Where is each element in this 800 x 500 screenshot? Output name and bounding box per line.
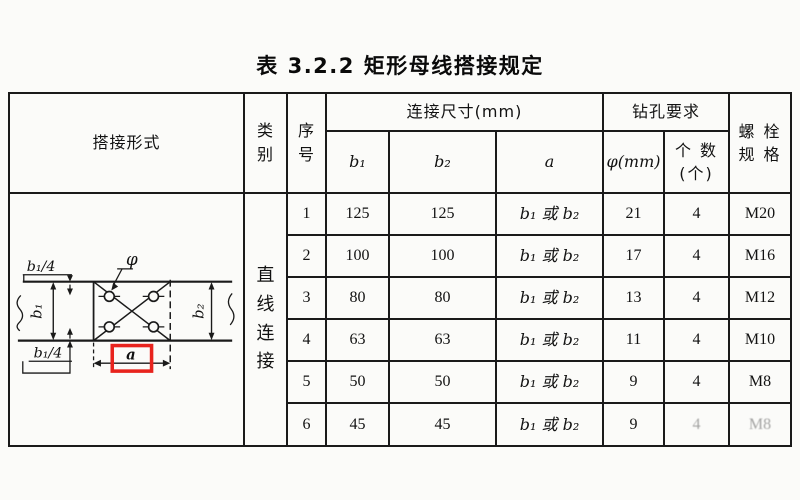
b2-cell: 125: [388, 192, 497, 236]
arrowhead: [111, 282, 119, 291]
bolt-cell: M16: [728, 234, 792, 278]
header-phi: φ(mm): [602, 130, 665, 194]
count-cell: 4: [663, 192, 730, 236]
count-cell: 4: [663, 234, 730, 278]
b2-label: b₂: [191, 303, 208, 318]
b1-quarter-top-underline: [22, 274, 72, 282]
a-label: a: [126, 346, 136, 363]
a-cell: b₁ 或 b₂: [495, 276, 604, 320]
arrowhead: [93, 359, 101, 367]
bolt-cell: M8: [728, 360, 792, 404]
phi-cell: 9: [602, 360, 665, 404]
b2-cell: 100: [388, 234, 497, 278]
arrowhead: [67, 327, 73, 335]
count-cell: 4: [663, 318, 730, 362]
table-row: 4 63 63 b₁ 或 b₂ 11 4 M10: [9, 318, 792, 362]
table-row: 3 80 80 b₁ 或 b₂ 13 4 M12: [9, 276, 792, 320]
header-drill-req: 钻孔要求: [602, 92, 730, 132]
table-row: φ b₁/4 b₁ b₁/4 b₂ a 直线连接 1 125 125 b₁ 或 …: [8, 192, 792, 447]
bolt-hole: [147, 321, 160, 333]
b1-cell: 45: [325, 402, 390, 447]
b2-cell: 50: [388, 360, 497, 404]
bolt-hole: [103, 290, 116, 303]
serial-cell: 5: [286, 360, 327, 404]
phi-cell: 17: [602, 234, 665, 278]
arrowhead: [67, 340, 73, 348]
a-cell: b₁ 或 b₂: [495, 402, 604, 447]
bolt-cell: M8: [728, 402, 792, 447]
highlight-box: [110, 343, 154, 373]
header-count: 个 数 (个): [663, 130, 730, 194]
busbar-lap-table: 搭接形式 类别 序号 连接尺寸(mm) 钻孔要求 螺 栓 规 格 b₁ b₂ a…: [8, 92, 792, 447]
a-cell: b₁ 或 b₂: [495, 234, 604, 278]
serial-cell: 6: [286, 402, 327, 447]
phi-cell: 11: [602, 318, 665, 362]
phi-cell: 21: [602, 192, 665, 236]
count-cell: 4: [663, 276, 730, 320]
phi-cell: 13: [602, 276, 665, 320]
serial-cell: 2: [286, 234, 327, 278]
lap-joint-diagram: φ b₁/4 b₁ b₁/4 b₂ a: [8, 192, 245, 447]
phi-label: φ: [126, 249, 138, 269]
a-cell: b₁ 或 b₂: [495, 360, 604, 404]
break-mark-right: [227, 293, 235, 326]
b1-quarter-top-label: b₁/4: [27, 259, 56, 275]
b1-cell: 80: [325, 276, 390, 320]
b2-cell: 80: [388, 276, 497, 320]
b1-cell: 100: [325, 234, 390, 278]
table-row: 5 50 50 b₁ 或 b₂ 9 4 M8: [9, 360, 792, 404]
b1-cell: 63: [325, 318, 390, 362]
b1-cell: 50: [325, 360, 390, 404]
a-cell: b₁ 或 b₂: [495, 318, 604, 362]
arrowhead: [208, 282, 215, 290]
b1-label: b₁: [28, 303, 45, 318]
bolt-cell: M12: [728, 276, 792, 320]
arrowhead: [208, 332, 215, 341]
header-b2: b₂: [388, 130, 497, 194]
arrowhead: [50, 332, 57, 341]
serial-cell: 4: [286, 318, 327, 362]
break-mark-left: [16, 294, 24, 332]
phi-cell: 9: [602, 402, 665, 447]
b2-cell: 45: [388, 402, 497, 447]
bolt-cell: M20: [728, 192, 792, 236]
a-cell: b₁ 或 b₂: [495, 192, 604, 236]
bolt-cell: M10: [728, 318, 792, 362]
table-row: 6 45 45 b₁ 或 b₂ 9 4 M8: [9, 402, 792, 447]
arrowhead: [50, 282, 57, 290]
bolt-hole: [147, 290, 160, 303]
b2-cell: 63: [388, 318, 497, 362]
header-category: 类别: [243, 92, 288, 194]
b1-quarter-bottom-label: b₁/4: [34, 345, 63, 361]
header-connection-dims: 连接尺寸(mm): [325, 92, 604, 132]
lap-joint-drawing: φ b₁/4 b₁ b₁/4 b₂ a: [16, 249, 235, 374]
category-cell: 直线连接: [243, 192, 288, 447]
count-cell: 4: [663, 402, 730, 447]
phi-leader-line: [112, 268, 123, 286]
header-b1: b₁: [325, 130, 390, 194]
bolt-hole: [103, 321, 116, 333]
header-serial: 序号: [286, 92, 327, 194]
arrowhead: [67, 275, 73, 282]
header-bolt-spec: 螺 栓 规 格: [728, 92, 792, 194]
count-cell: 4: [663, 360, 730, 404]
table-row: 2 100 100 b₁ 或 b₂ 17 4 M16: [9, 234, 792, 278]
header-a: a: [495, 130, 604, 194]
page-title: 表 3.2.2 矩形母线搭接规定: [256, 54, 544, 78]
arrowhead: [67, 288, 73, 296]
header-lap-form: 搭接形式: [8, 92, 245, 194]
b1-cell: 125: [325, 192, 390, 236]
serial-cell: 1: [286, 192, 327, 236]
arrowhead: [162, 359, 171, 367]
serial-cell: 3: [286, 276, 327, 320]
